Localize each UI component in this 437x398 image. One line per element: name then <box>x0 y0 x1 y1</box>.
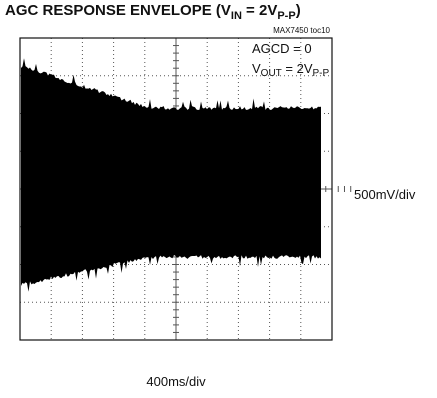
chart-title: AGC RESPONSE ENVELOPE (VIN = 2VP-P) <box>5 2 301 22</box>
title-subscript: IN <box>231 10 242 22</box>
title-subscript: P-P <box>277 10 295 22</box>
annotation-subscript: OUT <box>261 68 282 79</box>
chart: AGC RESPONSE ENVELOPE (VIN = 2VP-P) MAX7… <box>0 0 437 398</box>
title-part: ) <box>296 2 301 19</box>
signal-envelope <box>21 58 321 291</box>
title-part: = 2V <box>242 2 277 19</box>
x-scale-label: 400ms/div <box>146 374 206 389</box>
annotation-subscript: P-P <box>313 68 330 79</box>
annotation-vout: VOUT = 2VP-P <box>252 61 330 79</box>
annotation-agcd: AGCD = 0 <box>252 41 312 56</box>
annotation-part: V <box>252 61 261 76</box>
y-scale-label: 500mV/div <box>354 187 416 202</box>
figure-id: MAX7450 toc10 <box>273 26 330 35</box>
title-part: AGC RESPONSE ENVELOPE (V <box>5 2 231 19</box>
annotation-part: = 2V <box>282 61 313 76</box>
